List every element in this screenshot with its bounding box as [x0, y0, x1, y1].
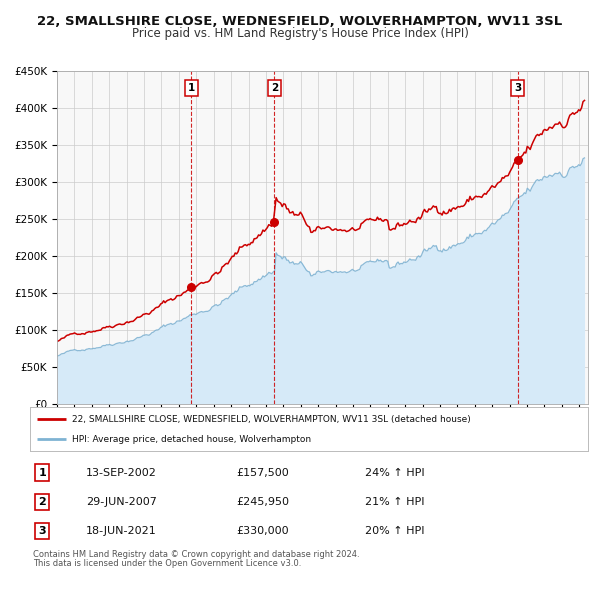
Text: This data is licensed under the Open Government Licence v3.0.: This data is licensed under the Open Gov… [33, 559, 301, 568]
Text: £245,950: £245,950 [236, 497, 289, 507]
Text: 1: 1 [188, 83, 195, 93]
Text: 2: 2 [271, 83, 278, 93]
Text: 21% ↑ HPI: 21% ↑ HPI [365, 497, 424, 507]
Text: 20% ↑ HPI: 20% ↑ HPI [365, 526, 424, 536]
Text: 13-SEP-2002: 13-SEP-2002 [86, 468, 157, 477]
Text: HPI: Average price, detached house, Wolverhampton: HPI: Average price, detached house, Wolv… [72, 435, 311, 444]
Text: 24% ↑ HPI: 24% ↑ HPI [365, 468, 424, 477]
Text: 22, SMALLSHIRE CLOSE, WEDNESFIELD, WOLVERHAMPTON, WV11 3SL (detached house): 22, SMALLSHIRE CLOSE, WEDNESFIELD, WOLVE… [72, 415, 470, 424]
Text: 29-JUN-2007: 29-JUN-2007 [86, 497, 157, 507]
Text: 2: 2 [38, 497, 46, 507]
Text: 18-JUN-2021: 18-JUN-2021 [86, 526, 157, 536]
Text: £330,000: £330,000 [236, 526, 289, 536]
Text: 22, SMALLSHIRE CLOSE, WEDNESFIELD, WOLVERHAMPTON, WV11 3SL: 22, SMALLSHIRE CLOSE, WEDNESFIELD, WOLVE… [37, 15, 563, 28]
Text: £157,500: £157,500 [236, 468, 289, 477]
Text: 3: 3 [514, 83, 521, 93]
Text: Price paid vs. HM Land Registry's House Price Index (HPI): Price paid vs. HM Land Registry's House … [131, 27, 469, 40]
Text: 3: 3 [38, 526, 46, 536]
Text: Contains HM Land Registry data © Crown copyright and database right 2024.: Contains HM Land Registry data © Crown c… [33, 550, 359, 559]
Text: 1: 1 [38, 468, 46, 477]
